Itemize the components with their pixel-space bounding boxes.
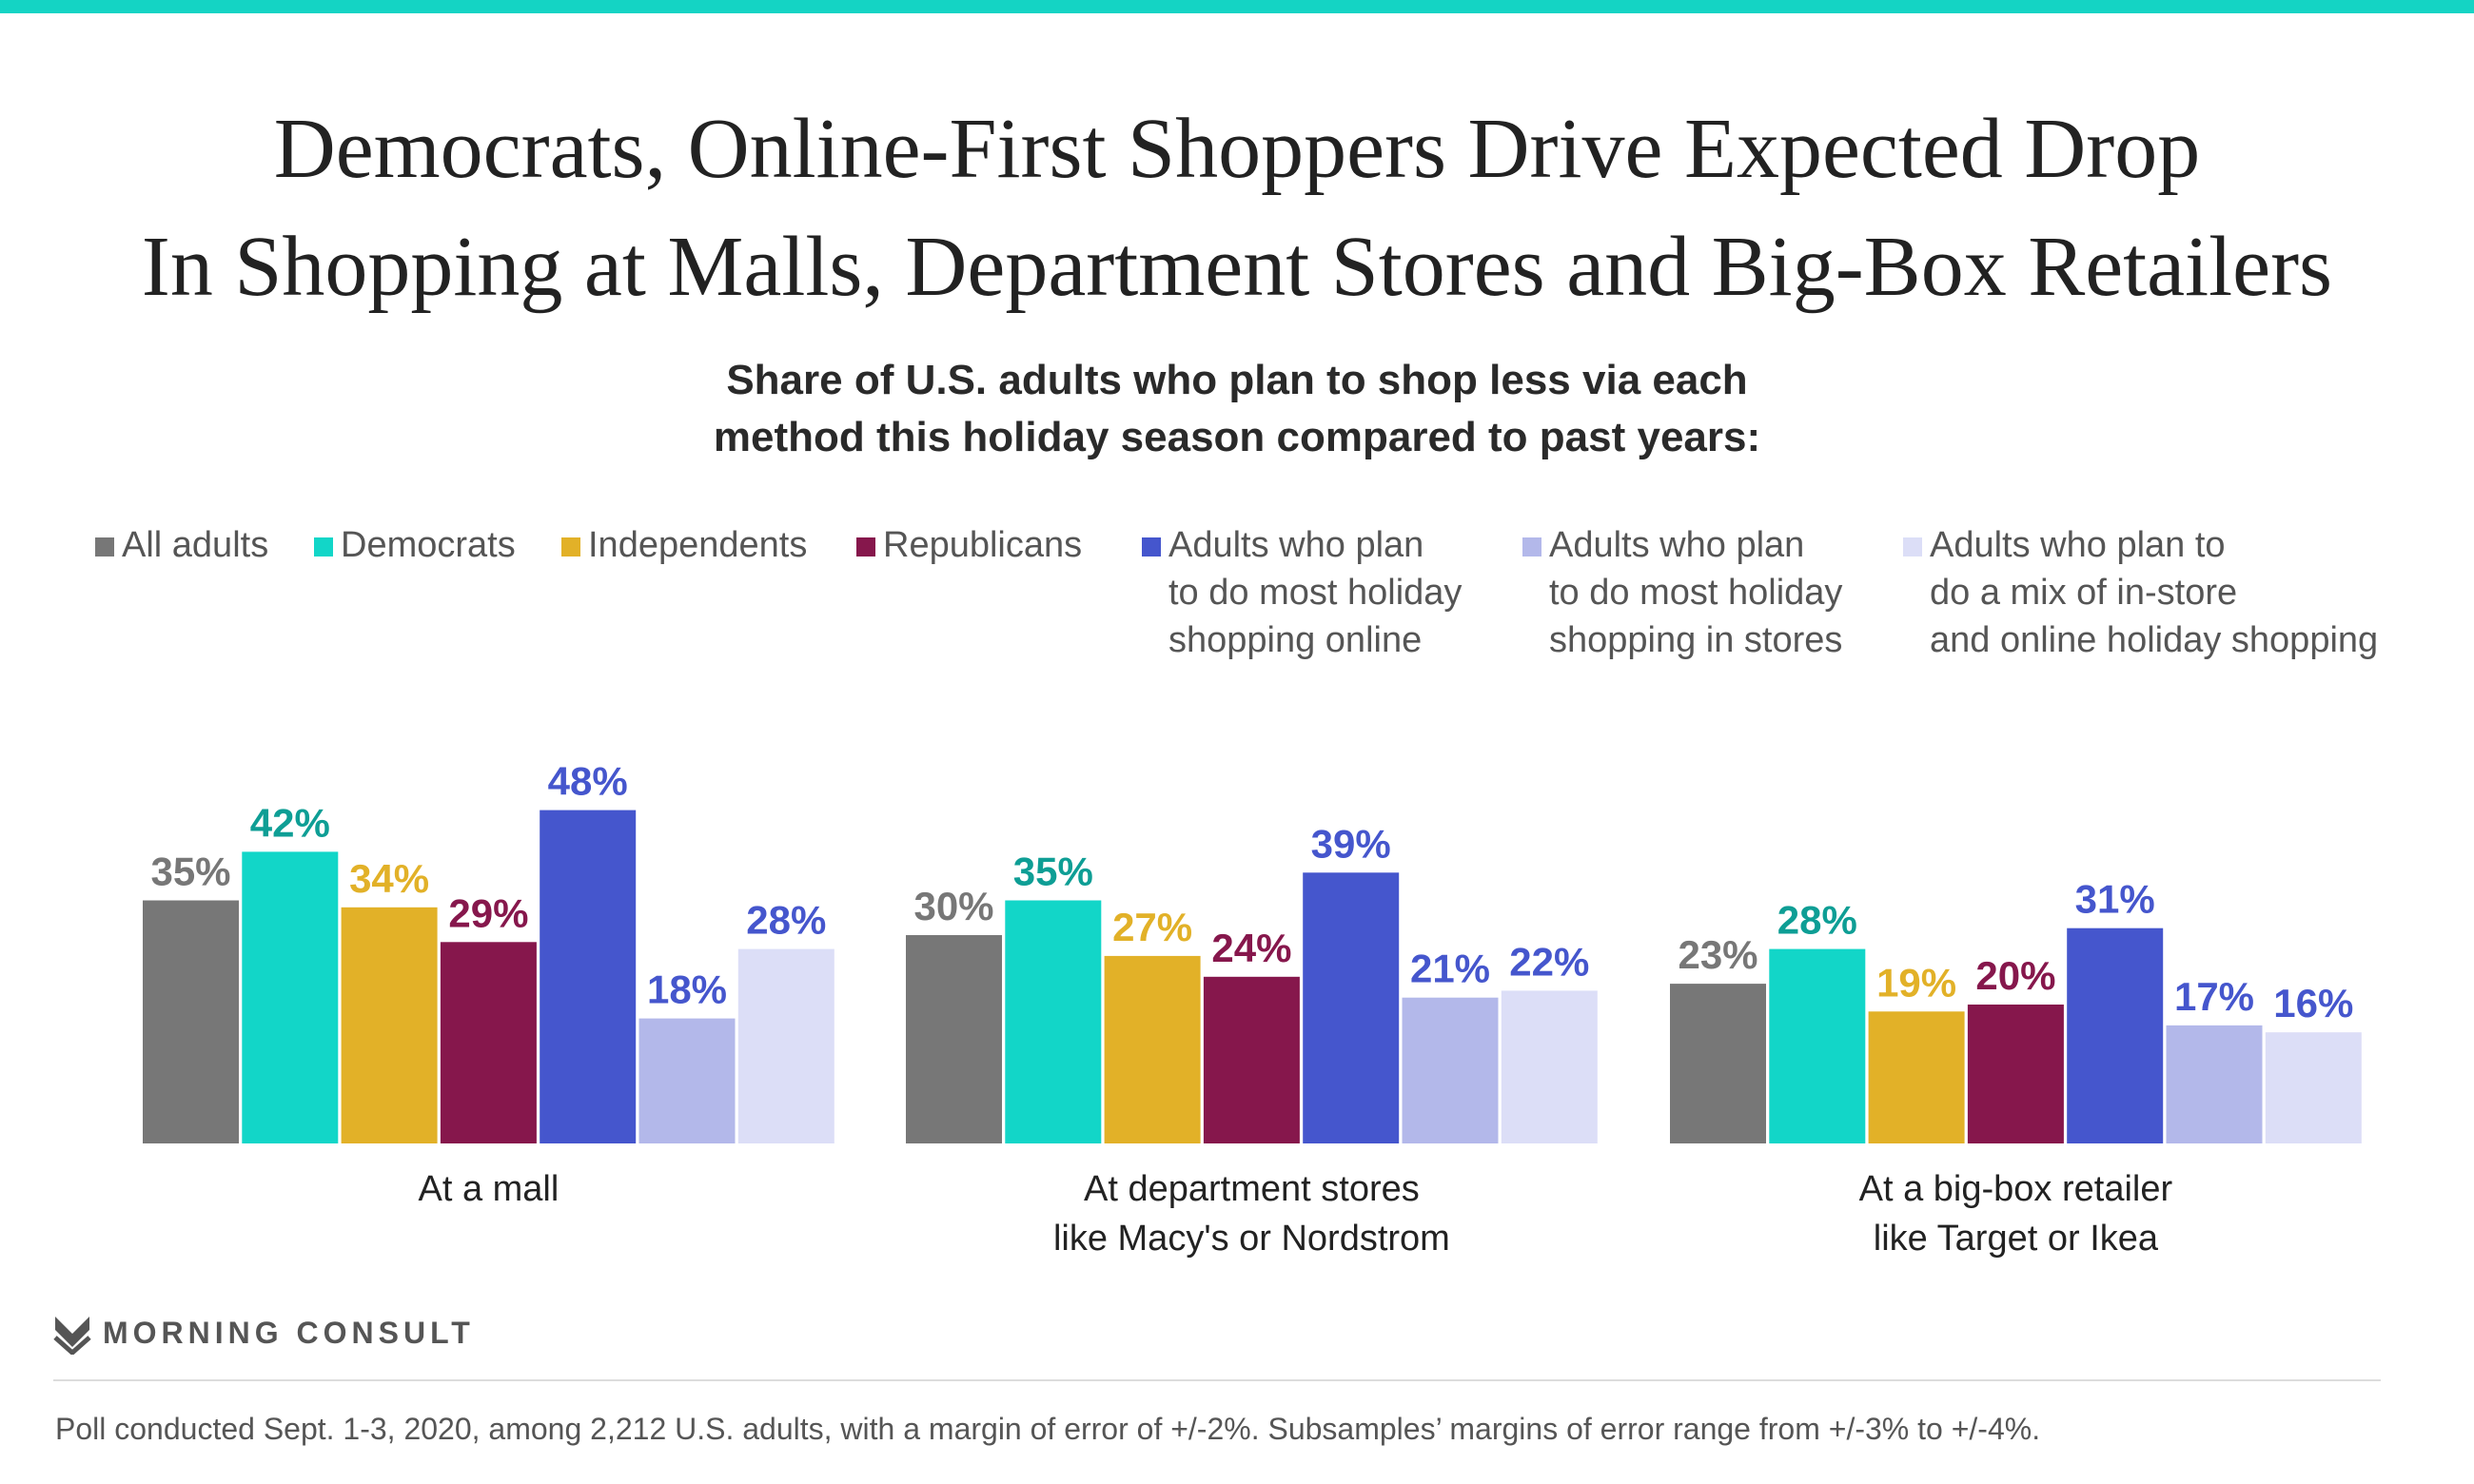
data-label: 42% — [250, 800, 330, 845]
bar-adults-who-plan-5 — [540, 810, 637, 1143]
data-label: 18% — [647, 967, 727, 1012]
data-label: 21% — [1410, 947, 1490, 991]
bar-group-at-a-mall: 35% 42% 34% 29% 48% 18% 28% At a mall — [143, 759, 834, 1209]
data-label: 17% — [2174, 974, 2254, 1019]
legend-label: Adults who plan to do most holiday shopp… — [1549, 525, 1843, 660]
bar-democrats-2 — [1769, 948, 1866, 1143]
legend-swatch — [856, 537, 875, 556]
chart-subtitle-line-2: method this holiday season compared to p… — [713, 414, 1761, 460]
brand-name: MORNING CONSULT — [103, 1316, 475, 1350]
category-label: At a mall — [418, 1169, 559, 1209]
bar-group-at-a-big-box-retailer: 23% 28% 19% 20% 31% 17% 16% At a big-box retail… — [1670, 877, 2362, 1259]
bar-all-adults-1 — [143, 900, 239, 1143]
chart-subtitle: Share of U.S. adults who plan to shop le… — [0, 352, 2474, 466]
bar-adults-who-plan-to-7 — [737, 948, 834, 1143]
data-label: 28% — [746, 898, 826, 943]
data-label: 20% — [1975, 953, 2055, 998]
bar-democrats-2 — [242, 851, 339, 1143]
data-label: 22% — [1509, 939, 1589, 984]
data-label: 29% — [448, 890, 528, 935]
category-label: At a big-box retailer like Target or Ikea — [1859, 1169, 2173, 1259]
bar-all-adults-1 — [906, 935, 1002, 1143]
bar-republicans-4 — [1967, 1005, 2064, 1143]
footnote: Poll conducted Sept. 1-3, 2020, among 2,… — [55, 1412, 2041, 1446]
bar-independents-3 — [1104, 955, 1201, 1143]
legend-swatch — [1903, 537, 1922, 556]
legend-swatch — [561, 537, 580, 556]
bar-all-adults-1 — [1670, 984, 1766, 1143]
legend-swatch — [1142, 537, 1161, 556]
chart-title-line-2: In Shopping at Malls, Department Stores … — [141, 220, 2333, 314]
bar-group-at-department-stores: 30% 35% 27% 24% 39% 21% 22% At department store… — [906, 821, 1598, 1259]
data-label: 35% — [1013, 849, 1093, 894]
bar-adults-who-plan-6 — [1402, 997, 1499, 1143]
bar-adults-who-plan-6 — [638, 1018, 736, 1143]
data-label: 27% — [1112, 905, 1192, 949]
bar-adults-who-plan-to-7 — [1501, 990, 1598, 1143]
data-label: 28% — [1777, 898, 1857, 943]
brand-logo: MORNING CONSULT — [53, 1311, 470, 1357]
data-label: 48% — [548, 759, 628, 804]
legend-label: Democrats — [341, 525, 516, 565]
top-accent-bar — [0, 0, 2474, 13]
category-label-line: At a big-box retailer — [1859, 1169, 2173, 1209]
data-label: 35% — [150, 849, 230, 894]
chart-subtitle-line-1: Share of U.S. adults who plan to shop le… — [726, 357, 1748, 403]
category-label: At department stores like Macy's or Nords… — [1053, 1169, 1450, 1259]
data-label: 19% — [1876, 960, 1956, 1005]
legend-swatch — [95, 537, 114, 556]
bar-democrats-2 — [1005, 900, 1102, 1143]
bar-independents-3 — [341, 907, 438, 1143]
morning-consult-logo-icon — [53, 1317, 91, 1357]
data-label: 39% — [1311, 821, 1391, 866]
bar-adults-who-plan-to-7 — [2265, 1032, 2362, 1143]
footer-divider — [53, 1379, 2381, 1381]
bar-republicans-4 — [440, 942, 537, 1143]
bar-adults-who-plan-5 — [1303, 872, 1400, 1143]
data-label: 34% — [349, 856, 429, 901]
category-label-line: At a mall — [418, 1169, 559, 1209]
data-label: 31% — [2075, 877, 2155, 922]
legend-label: Independents — [588, 525, 808, 565]
bar-independents-3 — [1868, 1011, 1965, 1143]
category-label-line: like Macy's or Nordstrom — [1053, 1219, 1450, 1259]
legend-label: Adults who plan to do a mix of in-store … — [1930, 525, 2379, 660]
category-label-line: At department stores — [1084, 1169, 1420, 1209]
legend-label: Adults who plan to do most holiday shopp… — [1168, 525, 1463, 660]
legend-label: Republicans — [883, 525, 1083, 565]
chart-title-line-1: Democrats, Online-First Shoppers Drive E… — [273, 102, 2201, 196]
legend-swatch — [314, 537, 333, 556]
legend-label: All adults — [122, 525, 269, 565]
data-label: 30% — [913, 884, 993, 928]
chart-legend: All adults Democrats Independents Republica… — [95, 521, 2455, 674]
bar-adults-who-plan-5 — [2067, 928, 2164, 1143]
chart-title: Democrats, Online-First Shoppers Drive E… — [0, 90, 2474, 326]
category-label-line: like Target or Ikea — [1874, 1219, 2159, 1259]
data-label: 23% — [1678, 932, 1757, 977]
bar-adults-who-plan-6 — [2166, 1025, 2263, 1143]
legend-swatch — [1522, 537, 1541, 556]
data-label: 24% — [1211, 926, 1291, 970]
bar-chart: 35% 42% 34% 29% 48% 18% 28% At a mall 30% 35% 27% 2… — [143, 759, 2362, 1259]
bar-republicans-4 — [1203, 976, 1300, 1143]
data-label: 16% — [2273, 981, 2353, 1025]
